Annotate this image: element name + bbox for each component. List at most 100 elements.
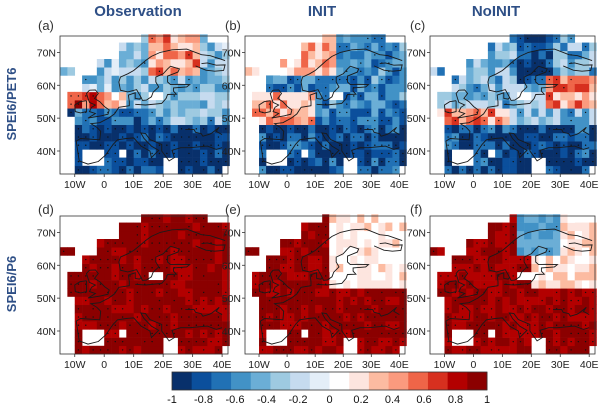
grid-cell	[126, 255, 134, 264]
grid-cell	[560, 230, 568, 240]
grid-cell	[560, 108, 568, 117]
grid-cell	[308, 100, 316, 109]
significance-dot	[289, 136, 292, 138]
significance-dot	[541, 144, 543, 146]
grid-cell	[437, 100, 445, 109]
coastline	[75, 48, 226, 142]
grid-cell	[466, 239, 474, 248]
grid-cell	[480, 312, 489, 322]
grid-cell	[322, 296, 330, 306]
grid-cell	[222, 141, 230, 150]
coastline	[135, 245, 191, 286]
grid-cell	[560, 288, 568, 297]
significance-dot	[210, 299, 212, 302]
significance-dot	[85, 258, 87, 261]
grid-cell	[252, 91, 260, 101]
grid-cell	[371, 59, 379, 68]
significance-dot	[325, 160, 327, 163]
significance-dot	[85, 299, 87, 302]
grid-cell	[385, 124, 393, 134]
coastline	[269, 269, 293, 299]
significance-dot	[99, 324, 102, 326]
significance-dot	[317, 291, 320, 294]
significance-dot	[512, 225, 514, 228]
grid-cell	[350, 239, 358, 248]
grid-cell	[473, 296, 481, 306]
grid-cell	[502, 271, 510, 281]
grid-cell	[163, 230, 171, 240]
significance-dot	[268, 136, 271, 138]
significance-dot	[584, 111, 587, 114]
grid-cell	[502, 91, 510, 101]
grid-cell	[371, 247, 379, 256]
significance-dot	[202, 144, 205, 146]
grid-cell	[399, 116, 407, 126]
significance-dot	[534, 62, 536, 64]
grid-cell	[118, 67, 127, 76]
grid-cell	[126, 83, 134, 93]
grid-cell	[118, 59, 127, 68]
significance-dot	[151, 111, 153, 114]
significance-dot	[527, 324, 529, 326]
grid-cell	[560, 67, 568, 76]
grid-cell	[104, 116, 112, 126]
significance-dot	[563, 144, 565, 146]
significance-dot	[367, 349, 369, 351]
significance-dot	[332, 78, 334, 81]
grid-cell	[207, 100, 216, 109]
significance-dot	[563, 160, 565, 163]
grid-cell	[185, 280, 193, 289]
grid-cell	[451, 108, 460, 117]
grid-cell	[553, 59, 561, 68]
grid-cell	[581, 91, 590, 101]
significance-dot	[332, 291, 334, 294]
grid-cell	[301, 42, 309, 52]
grid-cell	[308, 91, 316, 101]
significance-dot	[114, 128, 116, 130]
grid-cell	[155, 83, 164, 93]
significance-dot	[303, 169, 306, 171]
grid-cell	[200, 108, 208, 117]
grid-cell	[118, 75, 127, 84]
grid-cell	[560, 91, 568, 101]
significance-dot	[476, 250, 478, 253]
significance-dot	[592, 291, 594, 294]
significance-dot	[483, 275, 485, 277]
x-tick-label: 40E	[390, 179, 409, 191]
grid-cell	[509, 42, 518, 52]
significance-dot	[92, 169, 94, 171]
significance-dot	[577, 152, 580, 155]
significance-dot	[541, 70, 543, 73]
significance-dot	[498, 291, 500, 294]
grid-cell	[343, 239, 351, 248]
grid-cell	[371, 42, 379, 52]
coastline	[75, 132, 223, 165]
grid-cell	[222, 75, 230, 84]
significance-dot	[188, 144, 190, 146]
significance-dot	[374, 54, 376, 56]
grid-cell	[96, 91, 105, 101]
significance-dot	[92, 128, 94, 130]
grid-cell	[118, 91, 127, 101]
significance-dot	[381, 349, 383, 351]
grid-cell	[308, 263, 316, 273]
grid-cell	[163, 100, 171, 109]
significance-dot	[346, 316, 348, 318]
significance-dot	[303, 128, 306, 130]
significance-dot	[202, 275, 205, 277]
grid-cell	[371, 271, 379, 281]
significance-dot	[339, 316, 341, 318]
grid-cell	[581, 296, 590, 306]
significance-dot	[541, 152, 543, 155]
grid-cell	[280, 59, 288, 68]
grid-cell	[336, 100, 344, 109]
significance-dot	[476, 128, 478, 130]
coastline	[364, 306, 400, 317]
significance-dot	[541, 332, 543, 335]
grid-cell	[495, 222, 503, 232]
significance-dot	[346, 103, 348, 105]
significance-dot	[77, 316, 80, 318]
significance-dot	[173, 275, 175, 277]
grid-cell	[538, 255, 547, 264]
significance-dot	[99, 267, 102, 269]
